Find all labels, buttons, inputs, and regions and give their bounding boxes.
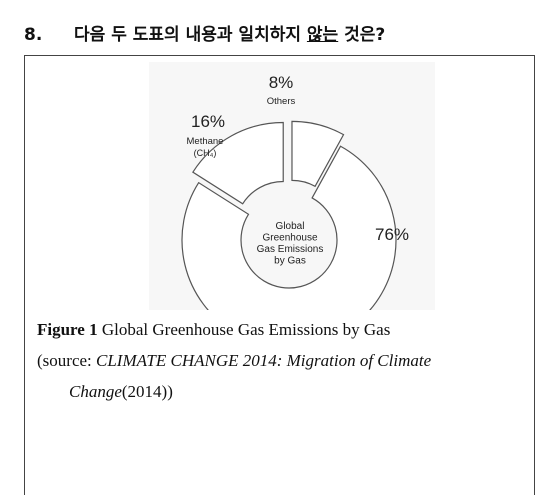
methane-sub-label: (CH₄)	[194, 148, 217, 158]
slice-carbon-dioxide	[181, 145, 397, 310]
methane-name-label: Methane	[187, 136, 224, 147]
figure-box: 76%Carbon Dioxide(CO₂)16%Methane(CH₄)8%O…	[24, 55, 535, 495]
question-text: 다음 두 도표의 내용과 일치하지	[74, 25, 307, 45]
source-suffix: (2014))	[121, 382, 173, 401]
center-label-line: Global	[276, 221, 305, 232]
figure-label: Figure 1	[37, 320, 98, 339]
question-text-end: 것은?	[338, 25, 386, 45]
others-value-label: 8%	[269, 73, 294, 92]
figure-caption: Figure 1 Global Greenhouse Gas Emissions…	[37, 314, 527, 407]
center-label-line: Greenhouse	[262, 233, 317, 244]
question-number: 8.	[24, 25, 43, 45]
center-label-line: by Gas	[274, 256, 306, 267]
figure-title: Global Greenhouse Gas Emissions by Gas	[97, 320, 391, 339]
source-title-1: CLIMATE CHANGE 2014: Migration of Climat…	[96, 351, 432, 370]
slice-others	[291, 120, 345, 188]
slice-methane	[192, 121, 284, 205]
co2-value-label: 76%	[375, 225, 409, 244]
source-title-2: Change	[69, 382, 122, 401]
question-text-underlined: 않는	[306, 25, 339, 45]
source-prefix: (source:	[37, 351, 97, 370]
question-header: 8. 다음 두 도표의 내용과 일치하지 않는 것은?	[24, 20, 385, 45]
methane-value-label: 16%	[191, 112, 225, 131]
donut-chart: 76%Carbon Dioxide(CO₂)16%Methane(CH₄)8%O…	[181, 73, 409, 310]
center-label-line: Gas Emissions	[257, 244, 324, 255]
others-name-label: Others	[267, 96, 296, 107]
